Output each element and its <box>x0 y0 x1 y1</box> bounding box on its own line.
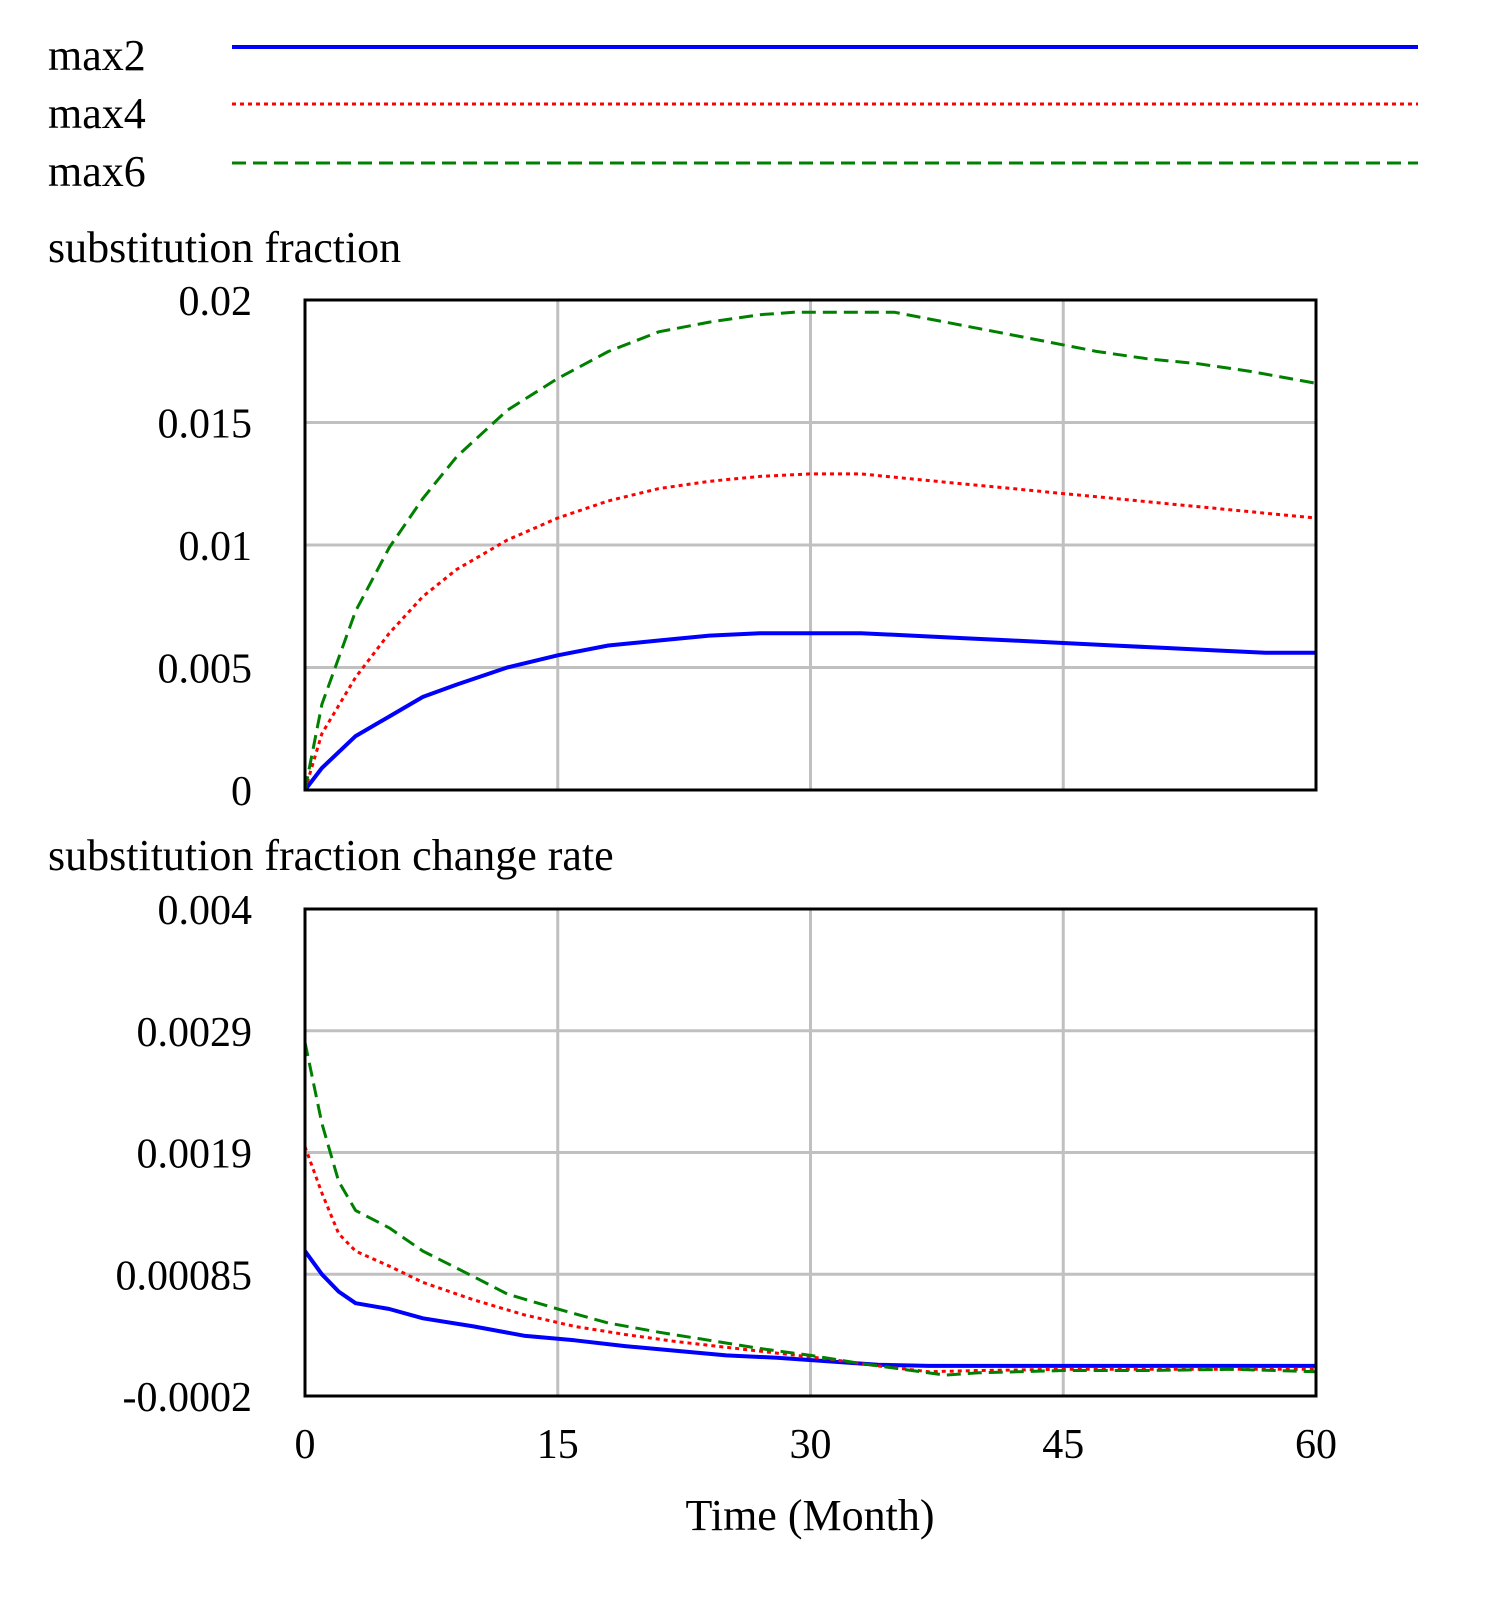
y-tick-label: 0.01 <box>179 524 253 570</box>
x-tick-label: 0 <box>295 1422 316 1468</box>
y-tick-label: -0.0002 <box>123 1375 253 1421</box>
legend-label-max6: max6 <box>48 147 146 196</box>
series-line-max4 <box>303 1146 1316 1374</box>
y-tick-label: 0.00085 <box>116 1253 253 1299</box>
series-line-max4 <box>303 472 1317 791</box>
x-axis-title: Time (Month) <box>686 1491 935 1540</box>
y-tick-label: 0.004 <box>158 888 253 934</box>
series-line-max6 <box>303 310 1317 791</box>
legend-entry-max2: max2 <box>48 31 1418 80</box>
plot-frame <box>303 298 1318 792</box>
x-tick-label: 60 <box>1295 1422 1337 1468</box>
chart-substitution-fraction-change-rate: -0.0002 0.00085 0.0019 0.0029 0.004 <box>116 888 1318 1421</box>
panel-title-substitution-fraction: substitution fraction <box>48 223 401 272</box>
y-tick-label: 0.0029 <box>137 1010 253 1056</box>
x-tick-label: 30 <box>790 1422 832 1468</box>
x-tick-label: 15 <box>537 1422 579 1468</box>
legend: max2 max4 max6 <box>48 31 1418 196</box>
panel-title-substitution-fraction-change-rate: substitution fraction change rate <box>48 831 614 880</box>
legend-entry-max4: max4 <box>48 89 1418 138</box>
series-line-max6 <box>303 1041 1317 1377</box>
legend-label-max4: max4 <box>48 89 146 138</box>
y-tick-label: 0 <box>231 769 252 815</box>
plot-frame <box>303 907 1318 1398</box>
chart-substitution-fraction: 0 0.005 0.01 0.015 0.02 <box>158 279 1318 815</box>
y-tick-label: 0.005 <box>158 647 253 693</box>
y-tick-label: 0.0019 <box>137 1132 253 1178</box>
legend-entry-max6: max6 <box>48 147 1418 196</box>
series-line-max2 <box>303 1249 1316 1368</box>
legend-label-max2: max2 <box>48 31 146 80</box>
x-axis-ticks: 0 15 30 45 60 <box>295 1422 1338 1468</box>
y-tick-label: 0.02 <box>179 279 253 325</box>
x-tick-label: 45 <box>1042 1422 1084 1468</box>
series-line-max2 <box>303 631 1316 792</box>
y-tick-label: 0.015 <box>158 402 253 448</box>
